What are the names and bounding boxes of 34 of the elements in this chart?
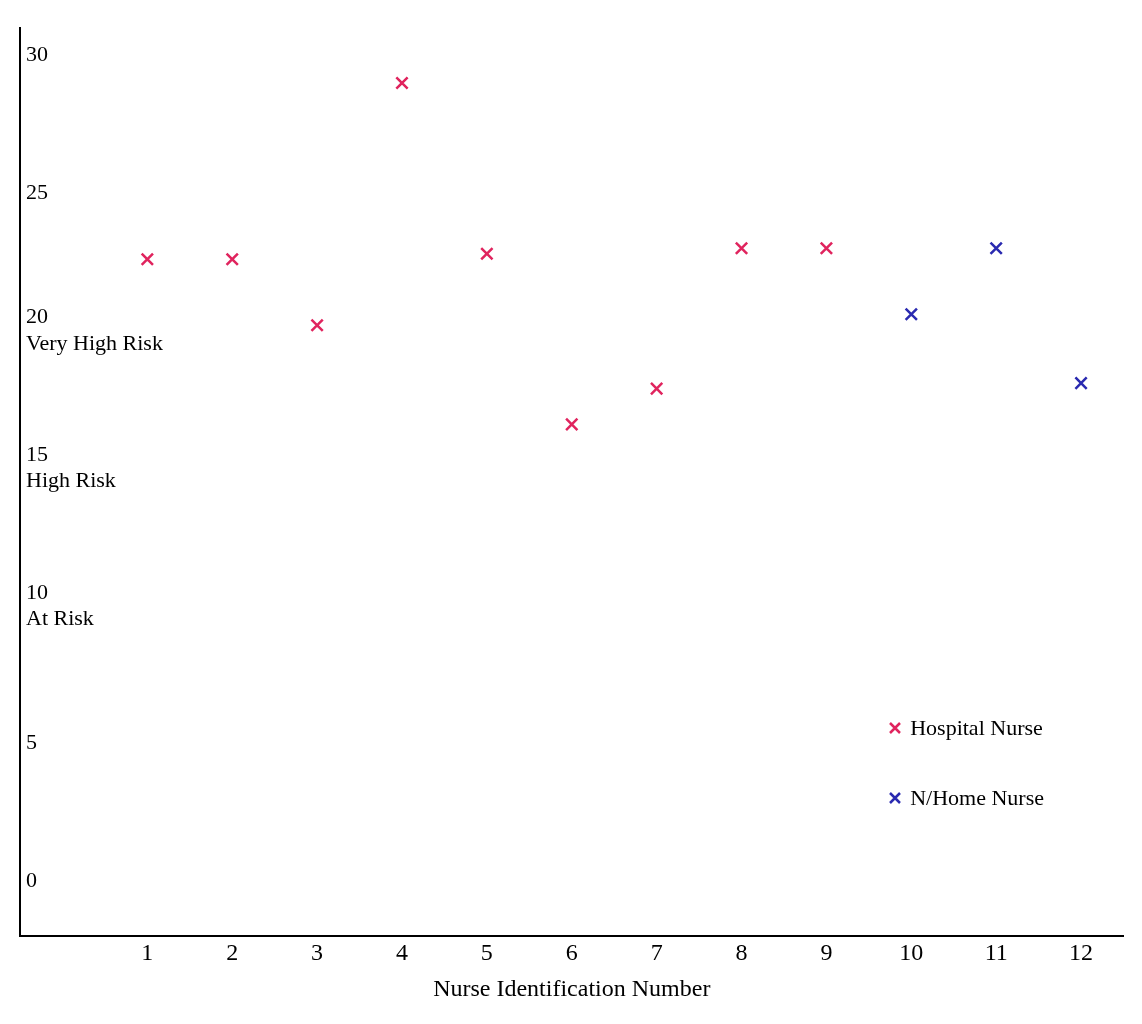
point xyxy=(310,318,324,333)
y-tick-label: 30 xyxy=(26,41,48,67)
point xyxy=(649,381,664,396)
point xyxy=(904,307,919,322)
legend-label: Hospital Nurse xyxy=(910,715,1043,740)
point xyxy=(140,252,155,267)
x-tick-label: 10 xyxy=(899,939,924,966)
x-axis-title: Nurse Identification Number xyxy=(433,974,711,1001)
x-tick-label: 2 xyxy=(226,939,239,966)
x-tick-label: 11 xyxy=(984,939,1008,966)
point xyxy=(1074,376,1088,391)
legend-label: N/Home Nurse xyxy=(910,785,1044,810)
point xyxy=(564,417,579,432)
point xyxy=(395,76,409,90)
y-tick-label: 15 High Risk xyxy=(26,441,116,493)
x-tick-label: 8 xyxy=(735,939,748,966)
x-tick-label: 6 xyxy=(565,939,578,966)
x-tick-label: 1 xyxy=(141,939,154,966)
y-tick-label: 10 At Risk xyxy=(26,578,94,631)
x-tick-label: 7 xyxy=(650,939,663,966)
point xyxy=(225,252,240,267)
point xyxy=(989,241,1004,256)
point xyxy=(819,241,834,256)
y-tick-label: 5 xyxy=(26,729,37,755)
x-tick-label: 12 xyxy=(1069,939,1094,966)
x-tick-label: 4 xyxy=(395,939,408,966)
y-tick-label: 20 Very High Risk xyxy=(26,303,163,355)
x-tick-label: 9 xyxy=(820,939,833,966)
y-tick-label: 0 xyxy=(26,867,37,893)
y-tick-label: 25 xyxy=(26,178,48,204)
x-tick-label: 5 xyxy=(480,939,493,966)
x-tick-label: 3 xyxy=(311,939,324,966)
point xyxy=(734,241,749,256)
point xyxy=(479,246,494,261)
